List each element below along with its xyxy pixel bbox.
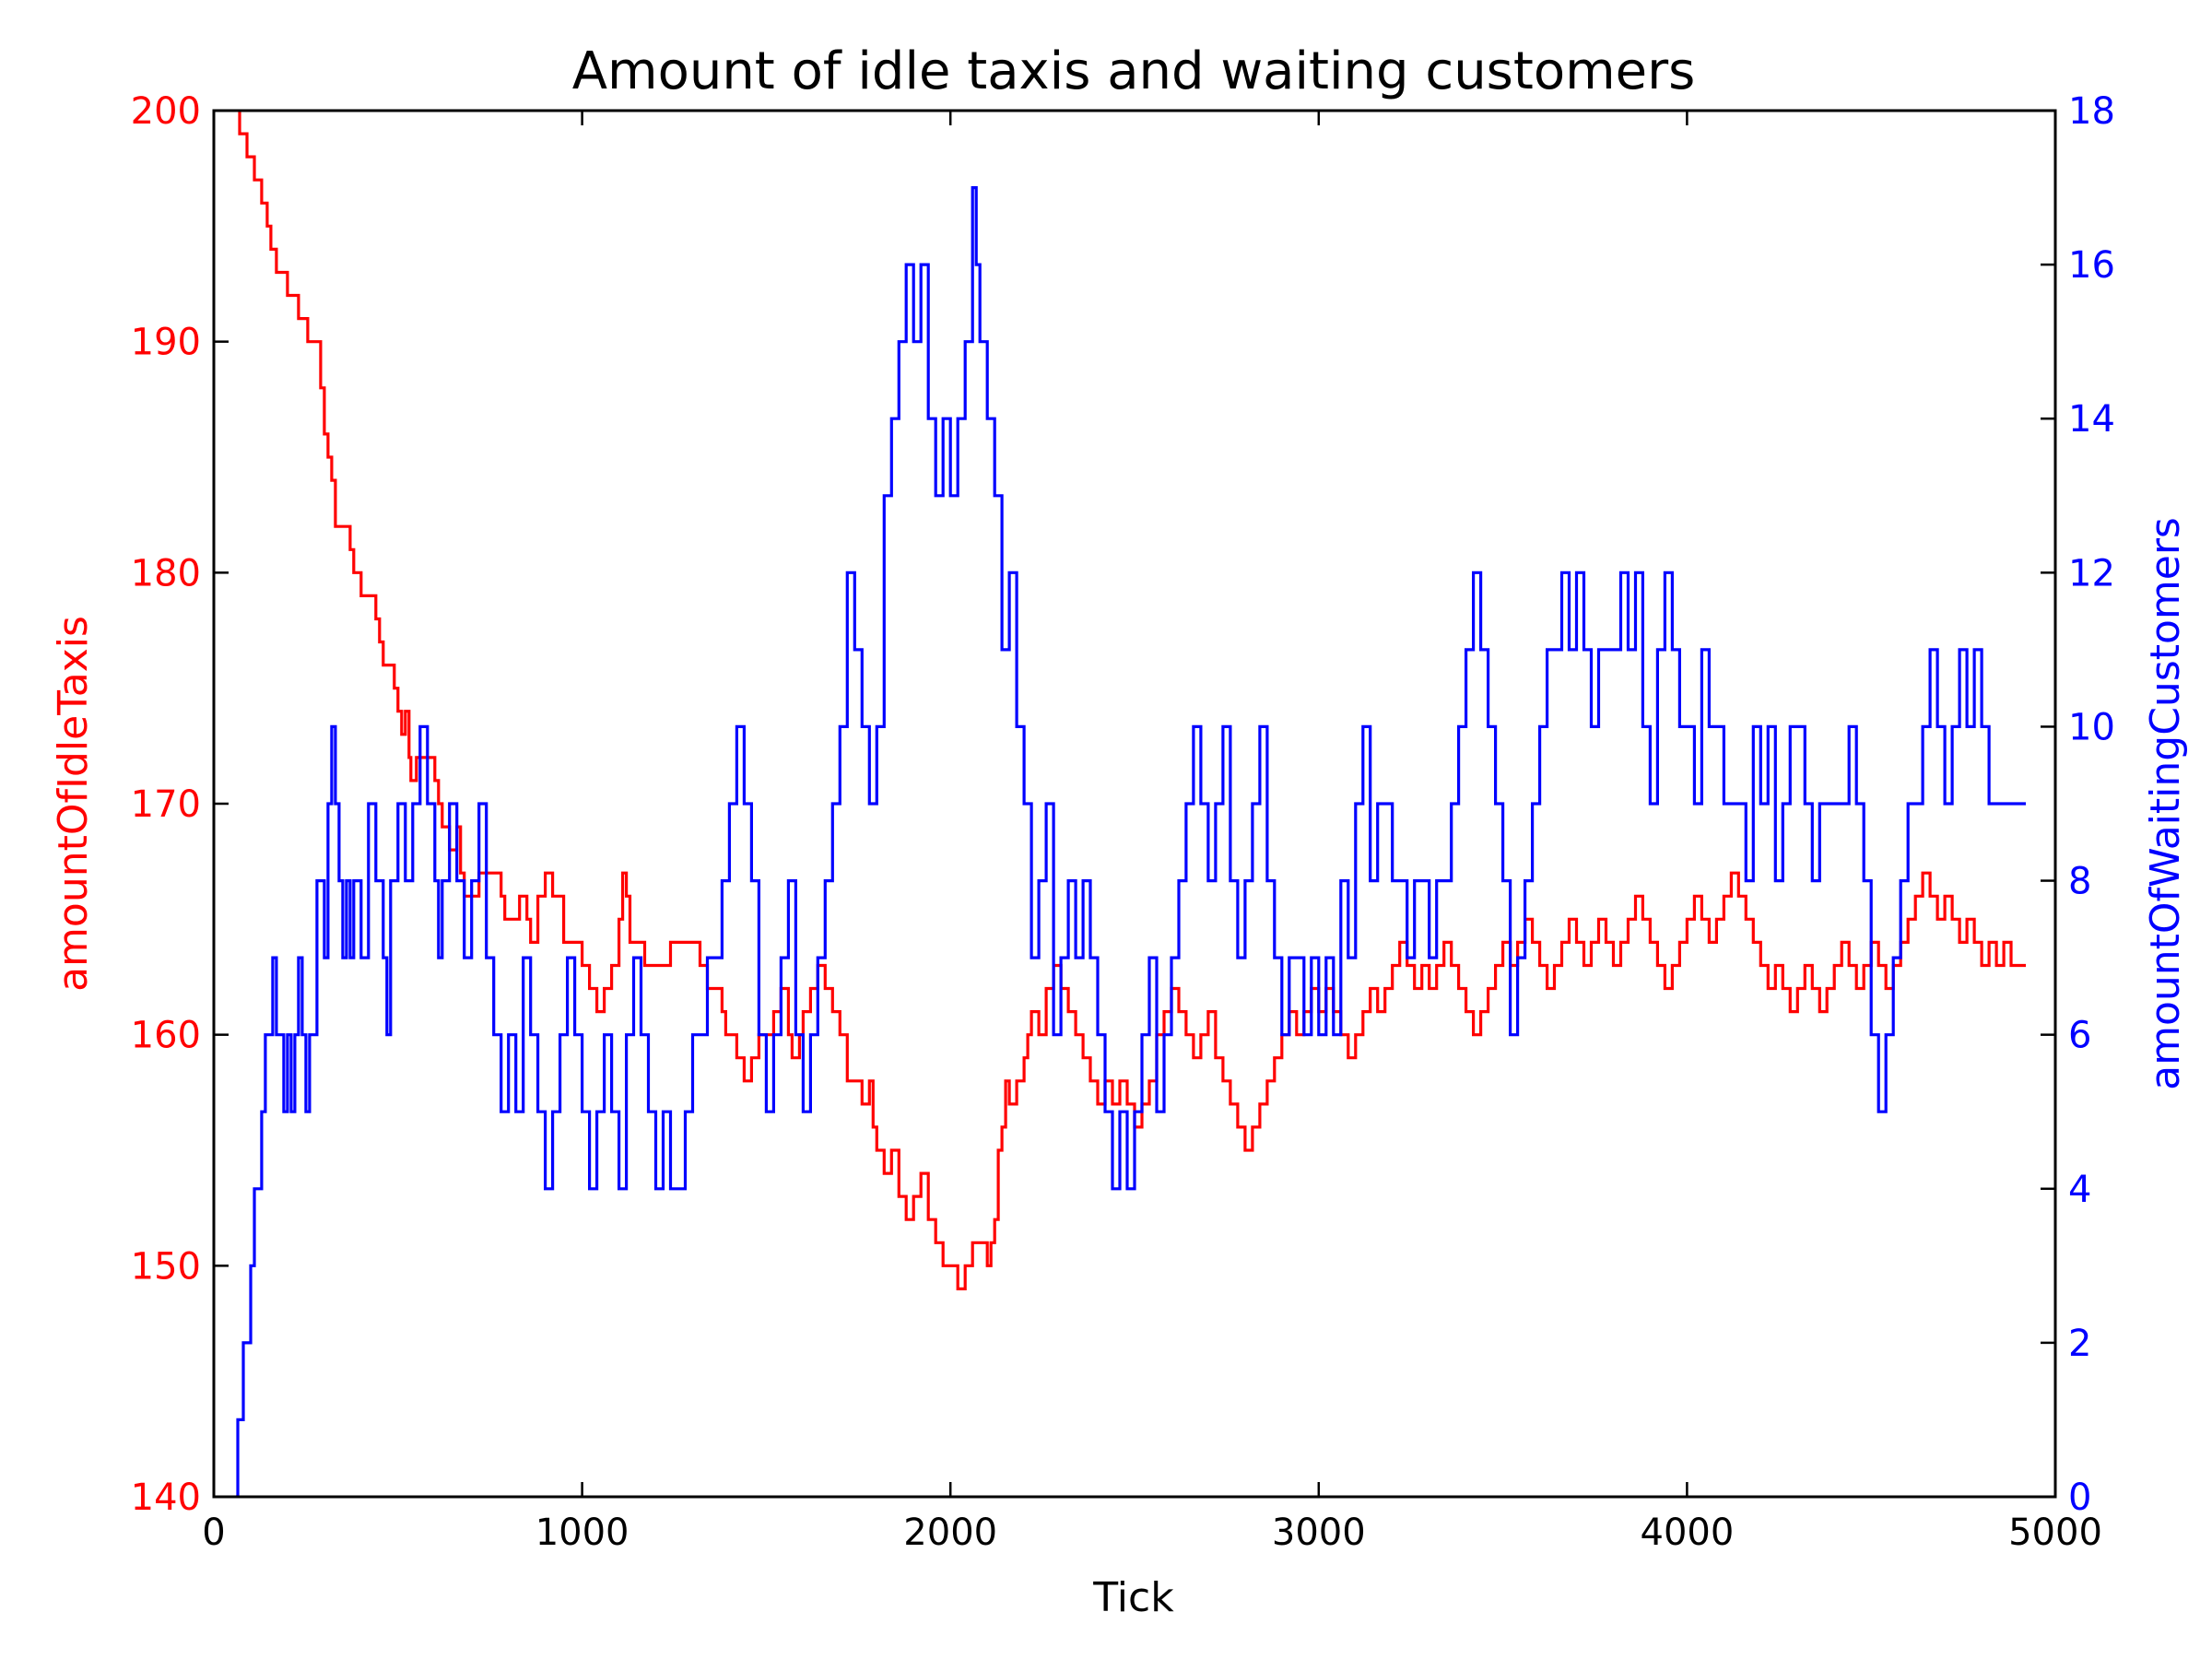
plot-frame [212, 109, 2057, 1499]
x-axis-title: Tick [1092, 1574, 1174, 1621]
left-y-axis: 140 150 160 170 180 190 200 [131, 90, 229, 1519]
chart-title: Amount of idle taxis and waiting custome… [572, 41, 1696, 101]
right-y-tick-label: 14 [2068, 398, 2115, 441]
x-tick-label: 3000 [1272, 1512, 1366, 1554]
left-y-tick-label: 140 [131, 1477, 201, 1519]
right-y-tick-label: 18 [2068, 90, 2115, 133]
right-y-tick-label: 4 [2068, 1169, 2091, 1211]
right-y-axis: 0 2 4 6 8 10 12 14 16 18 [2041, 90, 2115, 1519]
series-line-waiting-customers [236, 186, 2026, 1497]
right-y-axis-title: amountOfWaitingCustomers [2142, 517, 2189, 1090]
left-y-tick-label: 160 [131, 1015, 201, 1057]
x-axis: 0 1000 2000 3000 4000 5000 [202, 111, 2102, 1554]
x-tick-label: 0 [202, 1512, 225, 1554]
x-tick-label: 5000 [2008, 1512, 2102, 1554]
x-tick-label: 2000 [903, 1512, 997, 1554]
x-tick-label: 4000 [1641, 1512, 1735, 1554]
series-line-idle-taxis [238, 111, 2026, 1290]
x-tick-label: 1000 [535, 1512, 629, 1554]
right-y-tick-label: 8 [2068, 861, 2091, 903]
left-y-tick-label: 150 [131, 1245, 201, 1288]
right-y-tick-label: 6 [2068, 1015, 2091, 1057]
right-y-tick-label: 12 [2068, 552, 2115, 594]
right-y-tick-label: 0 [2068, 1477, 2091, 1519]
right-y-tick-label: 2 [2068, 1323, 2091, 1365]
series-layer [236, 111, 2026, 1497]
left-y-tick-label: 180 [131, 552, 201, 594]
left-y-tick-label: 170 [131, 783, 201, 826]
left-y-axis-title: amountOfIdleTaxis [50, 616, 97, 992]
right-y-tick-label: 16 [2068, 244, 2115, 287]
left-y-tick-label: 200 [131, 90, 201, 133]
left-y-tick-label: 190 [131, 322, 201, 364]
right-y-tick-label: 10 [2068, 706, 2115, 748]
